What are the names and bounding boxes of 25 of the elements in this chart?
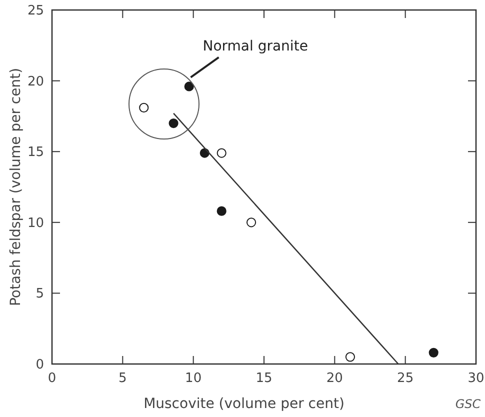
point [216,206,226,216]
point [345,352,356,362]
y-tick-label: 5 [36,286,44,302]
point [184,82,194,92]
y-tick-label: 0 [36,358,44,372]
x-tick-label: 20 [326,371,343,386]
annotation: Normal granite [202,38,308,54]
x-tick-label: 15 [256,371,272,386]
y-tick-label: 25 [27,4,44,18]
x-tick-label: 10 [185,371,202,386]
point [428,348,438,358]
text: GSC [455,397,482,411]
point [168,118,178,128]
y-tick-label: 15 [27,145,44,160]
y-axis-title: Potash feldspar (volume per cent) [8,68,24,306]
x-tick-label: 5 [118,371,127,386]
point [139,102,149,113]
point [216,148,226,158]
y-tick-label: 10 [27,216,44,231]
x-axis-title: Muscovite (volume per cent) [144,396,344,412]
y-tick-label: 20 [27,74,44,90]
point [246,218,256,228]
x-tick-label: 25 [397,371,414,386]
x-tick-label: 30 [468,371,484,386]
x-tick-label: 0 [48,371,56,386]
